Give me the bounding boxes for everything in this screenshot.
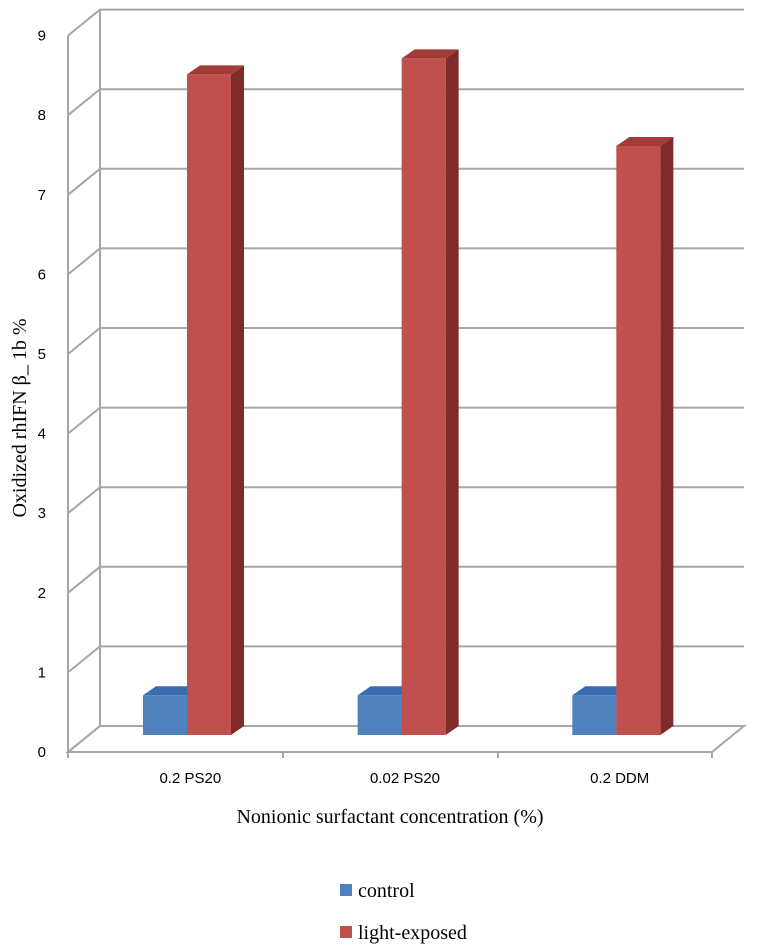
bar-front xyxy=(187,74,231,735)
y-tick-label: 2 xyxy=(38,585,46,602)
legend-label: control xyxy=(358,880,415,902)
bar-front xyxy=(401,58,446,735)
legend: control light-exposed xyxy=(340,880,467,944)
legend-swatch xyxy=(340,926,352,938)
y-tick-label: 8 xyxy=(38,107,46,124)
grid-lines xyxy=(65,8,747,758)
legend-item-control: control xyxy=(340,880,415,902)
bar-side xyxy=(231,65,244,735)
bar-light-exposed-1 xyxy=(401,49,459,735)
gridline xyxy=(67,247,744,276)
bar-front xyxy=(143,695,187,735)
y-tick-label: 0 xyxy=(38,744,46,761)
legend-item-light-exposed: light-exposed xyxy=(340,922,467,944)
bar-front xyxy=(572,695,617,735)
bar-top xyxy=(572,686,630,696)
x-tick-label: 0.2 PS20 xyxy=(159,770,221,787)
y-tick-label: 7 xyxy=(38,187,46,204)
gridline xyxy=(67,327,744,355)
gridline xyxy=(67,8,744,37)
gridline xyxy=(67,406,744,435)
legend-swatch xyxy=(340,884,352,896)
bar-top xyxy=(143,686,200,696)
y-tick-label: 5 xyxy=(38,346,46,363)
bar-side xyxy=(445,49,459,735)
y-tick-labels: 0 1 2 3 4 5 6 7 8 9 xyxy=(38,28,46,761)
bar-top xyxy=(357,686,415,696)
gridline xyxy=(67,486,744,514)
gridline xyxy=(67,565,744,594)
legend-label: light-exposed xyxy=(358,922,467,944)
x-tick-label: 0.2 DDM xyxy=(590,770,649,787)
bar-front xyxy=(357,695,402,735)
y-tick-label: 6 xyxy=(38,266,46,283)
bar-top xyxy=(187,65,244,75)
y-axis-title: Oxidized rhIFN β_ 1b % xyxy=(9,318,31,517)
y-tick-label: 3 xyxy=(38,505,46,522)
bar-side xyxy=(660,136,674,735)
bar-top xyxy=(401,49,459,59)
bar-light-exposed-2 xyxy=(616,136,674,735)
gridline xyxy=(67,88,744,116)
y-tick-label: 9 xyxy=(38,28,46,45)
y-tick-label: 4 xyxy=(38,426,46,443)
x-tick-labels: 0.2 PS20 0.02 PS20 0.2 DDM xyxy=(159,770,649,787)
x-tick-label: 0.02 PS20 xyxy=(370,770,440,787)
x-axis-title: Nonionic surfactant concentration (%) xyxy=(236,806,543,828)
bar-top xyxy=(616,136,674,146)
bar-front xyxy=(616,145,661,735)
y-tick-label: 1 xyxy=(38,664,46,681)
gridline xyxy=(67,167,744,196)
gridline xyxy=(67,645,744,674)
bars xyxy=(143,49,674,735)
bar-light-exposed-0 xyxy=(187,65,244,735)
